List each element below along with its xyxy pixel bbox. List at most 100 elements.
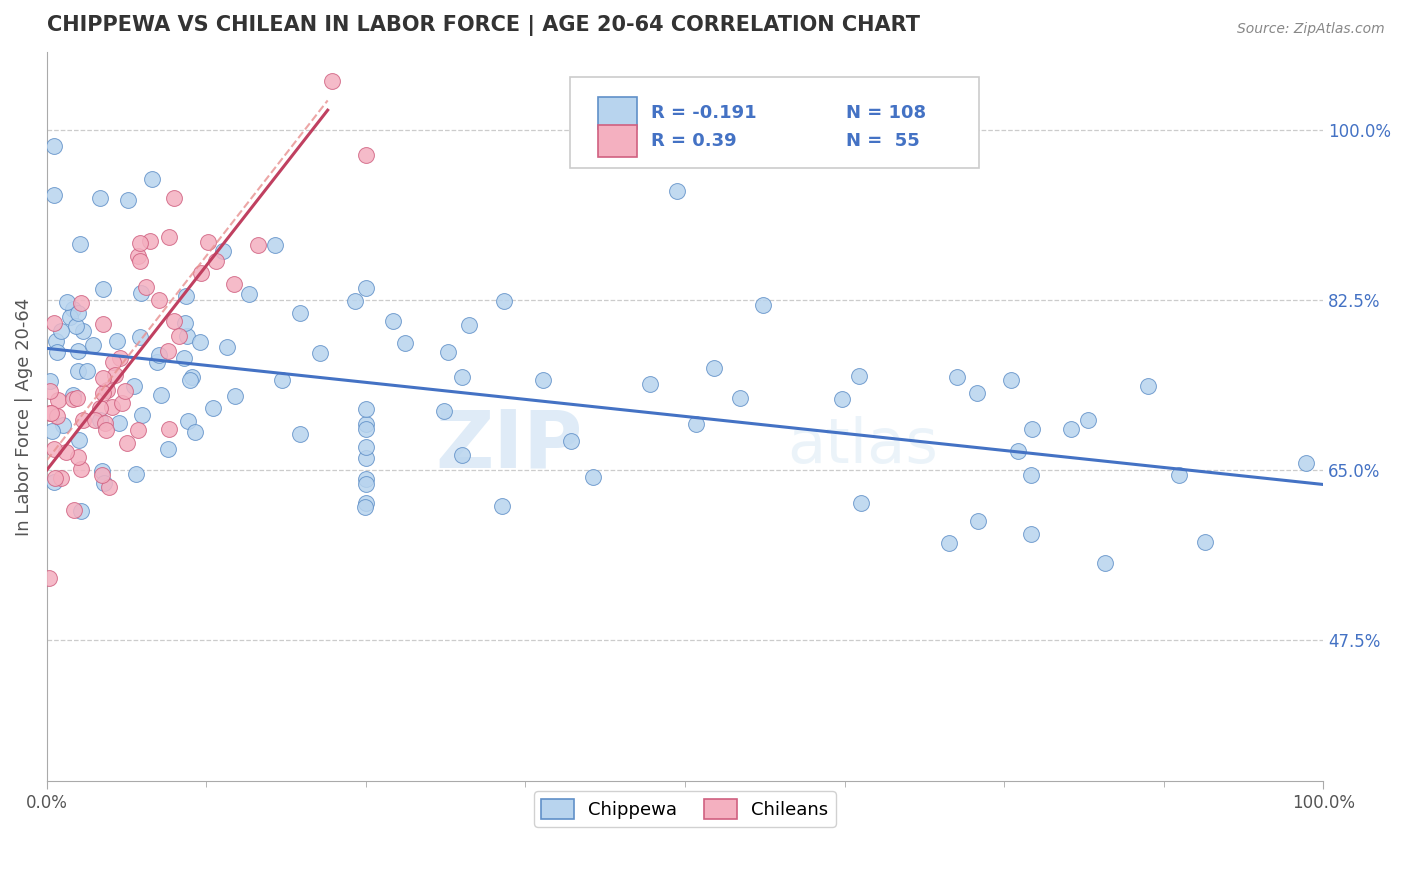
- Point: [96, 423, 118, 437]
- Point: [224, 388, 246, 402]
- Point: [44, 138, 66, 153]
- Point: [176, 289, 198, 303]
- Point: [148, 293, 170, 307]
- Point: [91, 464, 114, 478]
- Point: [129, 330, 152, 344]
- Point: [65, 319, 87, 334]
- Text: CHIPPEWA VS CHILEAN IN LABOR FORCE | AGE 20-64 CORRELATION CHART: CHIPPEWA VS CHILEAN IN LABOR FORCE | AGE…: [46, 15, 920, 36]
- Point: [728, 391, 751, 405]
- Point: [848, 368, 870, 383]
- Point: [179, 372, 201, 386]
- Point: [433, 404, 456, 418]
- Point: [343, 294, 366, 309]
- Point: [215, 340, 238, 354]
- Point: [139, 234, 162, 248]
- Point: [288, 306, 311, 320]
- Point: [188, 334, 211, 349]
- Point: [131, 286, 153, 301]
- Point: [41, 424, 63, 438]
- Point: [89, 413, 111, 427]
- Point: [1194, 534, 1216, 549]
- Point: [169, 329, 191, 343]
- Point: [202, 401, 225, 415]
- Point: [354, 148, 377, 162]
- Point: [76, 364, 98, 378]
- Point: [131, 408, 153, 422]
- Text: ZIP: ZIP: [436, 407, 583, 484]
- Point: [1007, 443, 1029, 458]
- Point: [176, 414, 198, 428]
- Point: [107, 416, 129, 430]
- Point: [491, 499, 513, 513]
- Point: [117, 435, 139, 450]
- Point: [70, 503, 93, 517]
- Point: [62, 301, 84, 316]
- Text: R = 0.39: R = 0.39: [651, 132, 737, 151]
- Point: [62, 503, 84, 517]
- Point: [62, 392, 84, 406]
- Point: [52, 418, 75, 433]
- Point: [127, 249, 149, 263]
- Text: N =  55: N = 55: [846, 132, 920, 151]
- Point: [354, 417, 377, 431]
- Point: [1019, 468, 1042, 483]
- Point: [967, 514, 990, 528]
- Point: [946, 370, 969, 384]
- Point: [67, 305, 90, 319]
- Point: [128, 236, 150, 251]
- Point: [67, 434, 90, 448]
- Point: [42, 442, 65, 456]
- Point: [72, 413, 94, 427]
- Y-axis label: In Labor Force | Age 20-64: In Labor Force | Age 20-64: [15, 297, 32, 535]
- Point: [42, 188, 65, 202]
- Point: [141, 171, 163, 186]
- Point: [62, 388, 84, 402]
- Point: [354, 402, 377, 417]
- Point: [173, 316, 195, 330]
- Point: [122, 379, 145, 393]
- Point: [451, 448, 474, 462]
- Point: [1137, 379, 1160, 393]
- Point: [38, 384, 60, 399]
- Point: [90, 468, 112, 483]
- Point: [42, 475, 65, 489]
- Point: [105, 334, 128, 349]
- Point: [104, 368, 127, 382]
- Point: [222, 277, 245, 292]
- Point: [685, 417, 707, 431]
- Text: N = 108: N = 108: [846, 103, 927, 122]
- Point: [38, 406, 60, 420]
- Point: [70, 462, 93, 476]
- Point: [157, 344, 180, 359]
- Point: [205, 253, 228, 268]
- Point: [108, 351, 131, 365]
- Point: [46, 345, 69, 359]
- Point: [91, 318, 114, 332]
- Point: [128, 254, 150, 268]
- Point: [1168, 468, 1191, 483]
- Point: [127, 423, 149, 437]
- Point: [437, 345, 460, 359]
- Point: [45, 334, 67, 349]
- Point: [44, 316, 66, 330]
- Point: [56, 295, 79, 310]
- FancyBboxPatch shape: [571, 78, 979, 169]
- Point: [752, 298, 775, 312]
- Point: [66, 364, 89, 378]
- Point: [157, 230, 180, 244]
- Point: [163, 314, 186, 328]
- Point: [83, 413, 105, 427]
- Point: [149, 388, 172, 402]
- Point: [96, 383, 118, 397]
- Point: [638, 377, 661, 392]
- Point: [1021, 422, 1043, 436]
- Point: [148, 348, 170, 362]
- Point: [38, 570, 60, 584]
- Legend: Chippewa, Chileans: Chippewa, Chileans: [534, 791, 835, 827]
- Point: [91, 282, 114, 296]
- Point: [451, 370, 474, 384]
- Point: [1094, 557, 1116, 571]
- Point: [354, 496, 377, 510]
- Point: [354, 472, 377, 486]
- Point: [581, 470, 603, 484]
